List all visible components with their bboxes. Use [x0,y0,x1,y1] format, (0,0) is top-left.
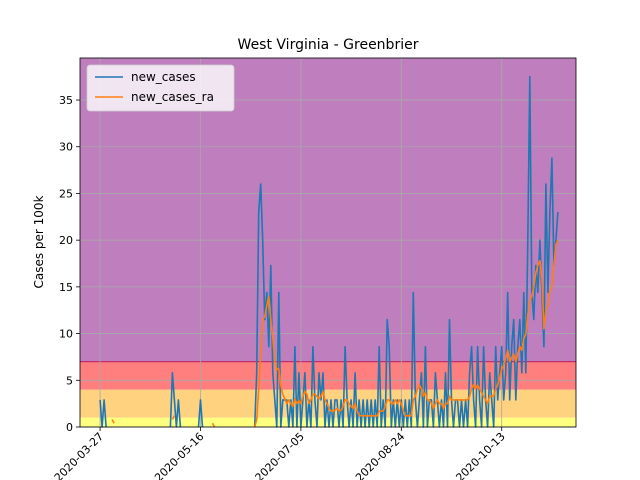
legend-label: new_cases_ra [131,90,214,104]
y-tick-label: 10 [59,328,73,341]
y-axis-label: Cases per 100k [32,195,46,288]
y-tick-label: 0 [66,421,73,434]
series-line-new_cases_ra [111,239,559,428]
series-line-new_cases [99,75,559,428]
series-lines [99,75,559,428]
legend-box [86,64,235,112]
y-tick-label: 35 [59,94,73,107]
plot-frame [79,57,577,428]
legend: new_cases new_cases_ra [86,64,235,112]
y-tick-label: 15 [59,281,73,294]
x-tick-label: 2020-10-13 [453,430,507,480]
y-axis-ticks: 0 5 10 15 20 25 30 35 [59,94,80,434]
x-tick-label: 2020-08-24 [353,430,407,480]
legend-label: new_cases [131,70,196,84]
y-tick-label: 30 [59,141,73,154]
x-tick-label: 2020-07-05 [253,430,307,480]
y-tick-label: 25 [59,187,73,200]
y-tick-label: 20 [59,234,73,247]
y-tick-label: 5 [66,374,73,387]
x-tick-label: 2020-03-27 [52,430,106,480]
risk-band-2 [80,361,576,390]
chart-title: West Virginia - Greenbrier [238,37,419,53]
x-tick-label: 2020-05-16 [152,430,206,480]
x-axis-ticks: 2020-03-27 2020-05-16 2020-07-05 2020-08-24… [52,427,508,480]
